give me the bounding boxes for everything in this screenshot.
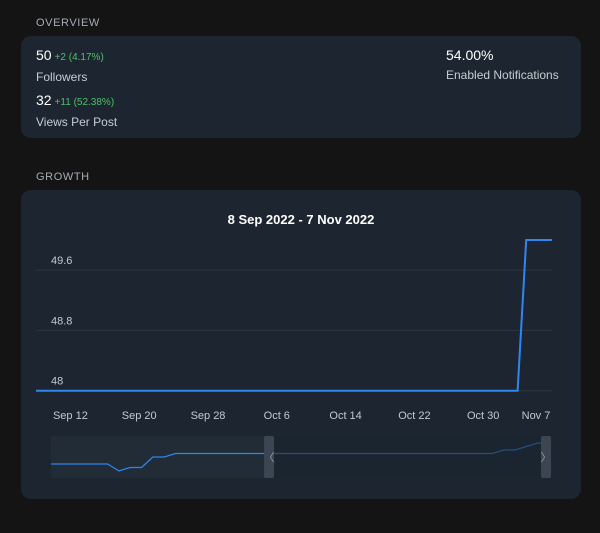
followers-series-line [36,239,552,392]
x-tick-label: Sep 20 [122,410,157,422]
followers-value: 50 [36,47,52,63]
y-tick-label: 48.8 [51,315,72,327]
growth-card: 8 Sep 2022 - 7 Nov 2022 48 48.8 49.6 Sep 1… [21,190,581,499]
views-per-post-value: 32 [36,92,52,108]
x-tick-label: Sep 28 [191,410,226,422]
x-tick-label: Oct 14 [329,410,361,422]
chart-title: 8 Sep 2022 - 7 Nov 2022 [227,212,375,227]
views-per-post-delta: +11 (52.38%) [54,97,115,108]
followers-label: Followers [36,70,88,84]
followers-stat: 50 +2 (4.17%) Followers [36,47,104,84]
overview-card: 50 +2 (4.17%) Followers 32 +11 (52.38%) Vi… [21,36,581,138]
navigator-left-handle[interactable]: 〈 [264,436,275,478]
navigator-right-handle[interactable]: 〉 [541,436,552,478]
views-per-post-stat: 32 +11 (52.38%) Views Per Post [36,92,117,129]
enabled-notifications-stat: 54.00% Enabled Notifications [446,47,559,82]
x-tick-label: Oct 6 [264,410,290,422]
enabled-notifications-label: Enabled Notifications [446,68,559,82]
chevron-right-icon: 〉 [541,451,552,464]
views-per-post-label: Views Per Post [36,115,118,129]
y-tick-label: 49.6 [51,255,72,267]
x-tick-label: Nov 7 [522,410,551,422]
x-tick-label: Oct 30 [467,410,499,422]
navigator[interactable]: 〈 〉 [51,436,552,478]
followers-delta: +2 (4.17%) [54,52,104,63]
growth-section-label: GROWTH [36,171,90,183]
enabled-notifications-value: 54.00% [446,47,494,63]
navigator-selection[interactable] [266,436,549,478]
overview-section-label: OVERVIEW [36,17,100,29]
y-tick-label: 48 [51,376,63,388]
chevron-left-icon: 〈 [264,451,275,464]
x-tick-label: Oct 22 [398,410,430,422]
growth-chart[interactable]: 48 48.8 49.6 Sep 12 Sep 20 Sep 28 Oct 6 Oct 14… [21,190,581,499]
x-tick-label: Sep 12 [53,410,88,422]
